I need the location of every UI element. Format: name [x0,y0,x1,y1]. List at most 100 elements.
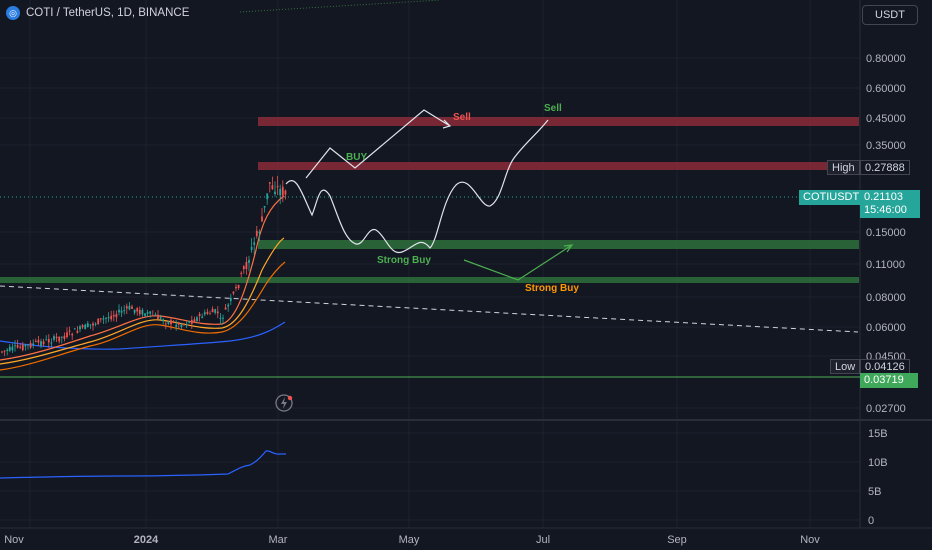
candle-body [63,335,66,339]
candle-body [120,310,123,313]
price-axis[interactable]: 0.80000 0.60000 0.45000 0.35000 0.15000 … [866,53,906,415]
candle-body [170,320,172,325]
candle-body [196,317,198,322]
candle-body [29,343,32,348]
candle-body [154,314,157,316]
current-price-tag: 0.21103 [860,190,920,205]
buy-zone-lower[interactable] [0,277,859,283]
sell-zone-high[interactable] [258,162,859,170]
candle-body [71,333,74,336]
candle-body [21,344,24,351]
candle-body [128,305,131,310]
candle-body [185,324,188,326]
currency-button[interactable]: USDT [862,5,918,25]
candle-body [94,323,97,325]
candle-body [279,188,282,196]
candle-body [271,185,274,190]
candle-body [79,326,81,330]
candle-body [211,308,214,313]
candle-body [81,325,84,328]
candle-body [68,330,71,332]
candle-body [258,231,261,234]
candle-body [131,306,133,309]
candle-body [281,186,284,196]
time-tick: Nov [4,534,24,546]
annotation-strong-buy-green[interactable]: Strong Buy [377,255,431,266]
candle-body [263,205,266,208]
price-tick: 0.15000 [866,227,906,239]
candle-body [3,350,6,352]
candle-body [266,193,269,200]
candle-body [151,315,154,317]
ma-long-line [0,321,286,350]
candle-body [227,304,230,307]
candle-body [102,318,105,320]
candle-body [16,345,19,348]
candle-body [203,312,206,315]
candle-body [55,336,58,339]
candle-body [219,317,222,319]
candle-body [92,323,94,326]
candle-body [24,344,27,347]
buy-zone-upper[interactable] [258,240,859,249]
candle-body [209,313,211,315]
ma-short-line-3 [0,195,285,361]
price-tick: 0.02700 [866,403,906,415]
symbol-header[interactable]: ◎ COTI / TetherUS, 1D, BINANCE [6,6,189,20]
candle-body [76,330,79,333]
candlestick-series[interactable] [1,175,287,356]
candle-body [206,311,209,314]
high-label-name: High [827,160,860,175]
annotation-strong-buy-orange[interactable]: Strong Buy [525,283,579,294]
annotation-sell-green[interactable]: Sell [544,103,562,114]
moving-averages [0,195,286,371]
candle-body [14,345,16,347]
candle-body [27,344,29,346]
sell-zone-upper[interactable] [258,117,859,126]
candle-body [37,339,40,343]
candle-body [84,324,87,330]
candle-body [237,284,240,288]
support-line-price-tag: 0.03719 [860,373,918,388]
candle-body [183,323,185,325]
time-tick: Mar [269,534,288,546]
candle-body [47,339,50,343]
low-label-name: Low [830,359,861,374]
candle-body [133,309,136,313]
candle-body [274,191,276,195]
candle-body [53,336,55,340]
volume-tick: 0 [868,515,874,527]
candle-body [157,314,159,319]
symbol-title: COTI / TetherUS, 1D, BINANCE [26,7,190,19]
annotation-buy[interactable]: BUY [346,152,367,163]
event-lightning-icon[interactable] [275,394,293,412]
ma-short-line-2 [0,261,286,371]
candle-body [162,319,165,322]
candle-body [97,318,100,325]
candle-body [89,324,92,326]
candle-body [138,309,141,315]
candle-body [118,309,120,313]
candle-body [253,242,256,245]
candle-body [229,297,232,302]
candle-body [42,341,45,345]
annotation-sell-red[interactable]: Sell [453,112,471,123]
projection-drawings[interactable] [285,109,574,281]
candle-body [248,259,250,263]
candle-body [268,182,271,184]
volume-line [0,450,286,479]
price-tick: 0.35000 [866,140,906,152]
candle-body [34,341,37,343]
candle-body [198,313,201,317]
candle-body [146,312,149,314]
candle-body [172,321,175,323]
time-axis[interactable]: Nov 2024 Mar May Jul Sep Nov [4,534,820,546]
volume-axis[interactable]: 15B 10B 5B 0 [868,428,888,527]
time-tick: Sep [667,534,687,546]
candle-body [276,186,279,188]
candle-body [240,272,243,274]
high-label-value: 0.27888 [860,160,910,175]
buy-arrow-path [305,109,452,179]
candle-body [123,310,126,312]
